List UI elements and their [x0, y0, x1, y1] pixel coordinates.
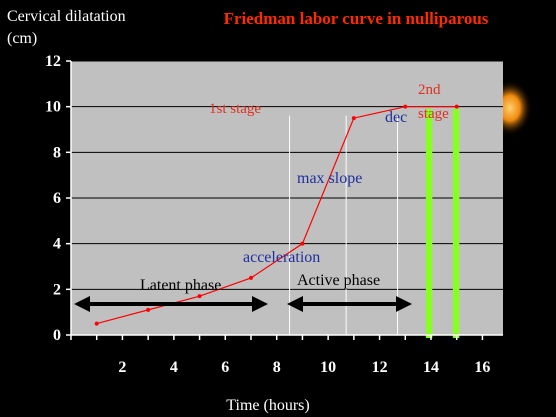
tick-labels: 0 2 4 6 8 10 12 2 4 6 8 10 12 14 16: [45, 53, 490, 376]
second-stage-label-line1: 2nd: [418, 82, 441, 98]
stage-marker-bar-0: [425, 108, 433, 338]
data-point-6: [403, 104, 408, 109]
y-tick-label-4: 4: [53, 236, 61, 253]
series-line: [96, 106, 457, 325]
data-point-3: [249, 275, 253, 280]
series-layer: [94, 104, 459, 326]
x-axis-label: Time (hours): [226, 397, 309, 414]
x-tick-label-8: 8: [273, 359, 281, 376]
max-slope-label: max slope: [297, 170, 362, 187]
active-phase-arrow: [287, 296, 412, 312]
y-tick-label-10: 10: [45, 99, 61, 116]
x-tick-label-14: 14: [423, 359, 439, 376]
active-phase-label: Active phase: [297, 272, 380, 289]
x-tick-label-16: 16: [474, 359, 490, 376]
first-stage-label: 1st stage: [209, 101, 261, 117]
stage-marker-bars: [425, 108, 460, 338]
y-tick-label-2: 2: [53, 281, 61, 298]
y-tick-label-8: 8: [53, 144, 61, 161]
y-tick-label-6: 6: [53, 190, 61, 207]
second-stage-label-line2: stage: [418, 106, 449, 122]
latent-phase-arrow: [74, 296, 268, 312]
data-point-4: [300, 241, 305, 246]
y-axis-label-line1: Cervical dilatation: [7, 8, 126, 25]
x-tick-label-12: 12: [372, 359, 388, 376]
x-tick-label-2: 2: [118, 359, 126, 376]
data-point-2: [197, 294, 202, 299]
data-point-5: [351, 116, 356, 121]
latent-phase-label: Latent phase: [140, 277, 221, 294]
y-tick-label-0: 0: [53, 327, 61, 344]
acceleration-label: acceleration: [243, 249, 320, 266]
axes: [66, 60, 503, 340]
deceleration-label: dec: [385, 109, 407, 126]
y-axis-label-line2: (cm): [7, 30, 37, 47]
x-tick-label-10: 10: [320, 359, 336, 376]
x-tick-label-6: 6: [221, 359, 229, 376]
x-tick-label-4: 4: [170, 359, 178, 376]
title: Friedman labor curve in nulliparous: [224, 9, 489, 28]
data-point-7: [454, 104, 459, 109]
y-tick-label-12: 12: [45, 53, 61, 70]
data-point-0: [94, 321, 99, 326]
data-point-1: [146, 307, 151, 312]
stage-marker-bar-1: [452, 108, 460, 338]
